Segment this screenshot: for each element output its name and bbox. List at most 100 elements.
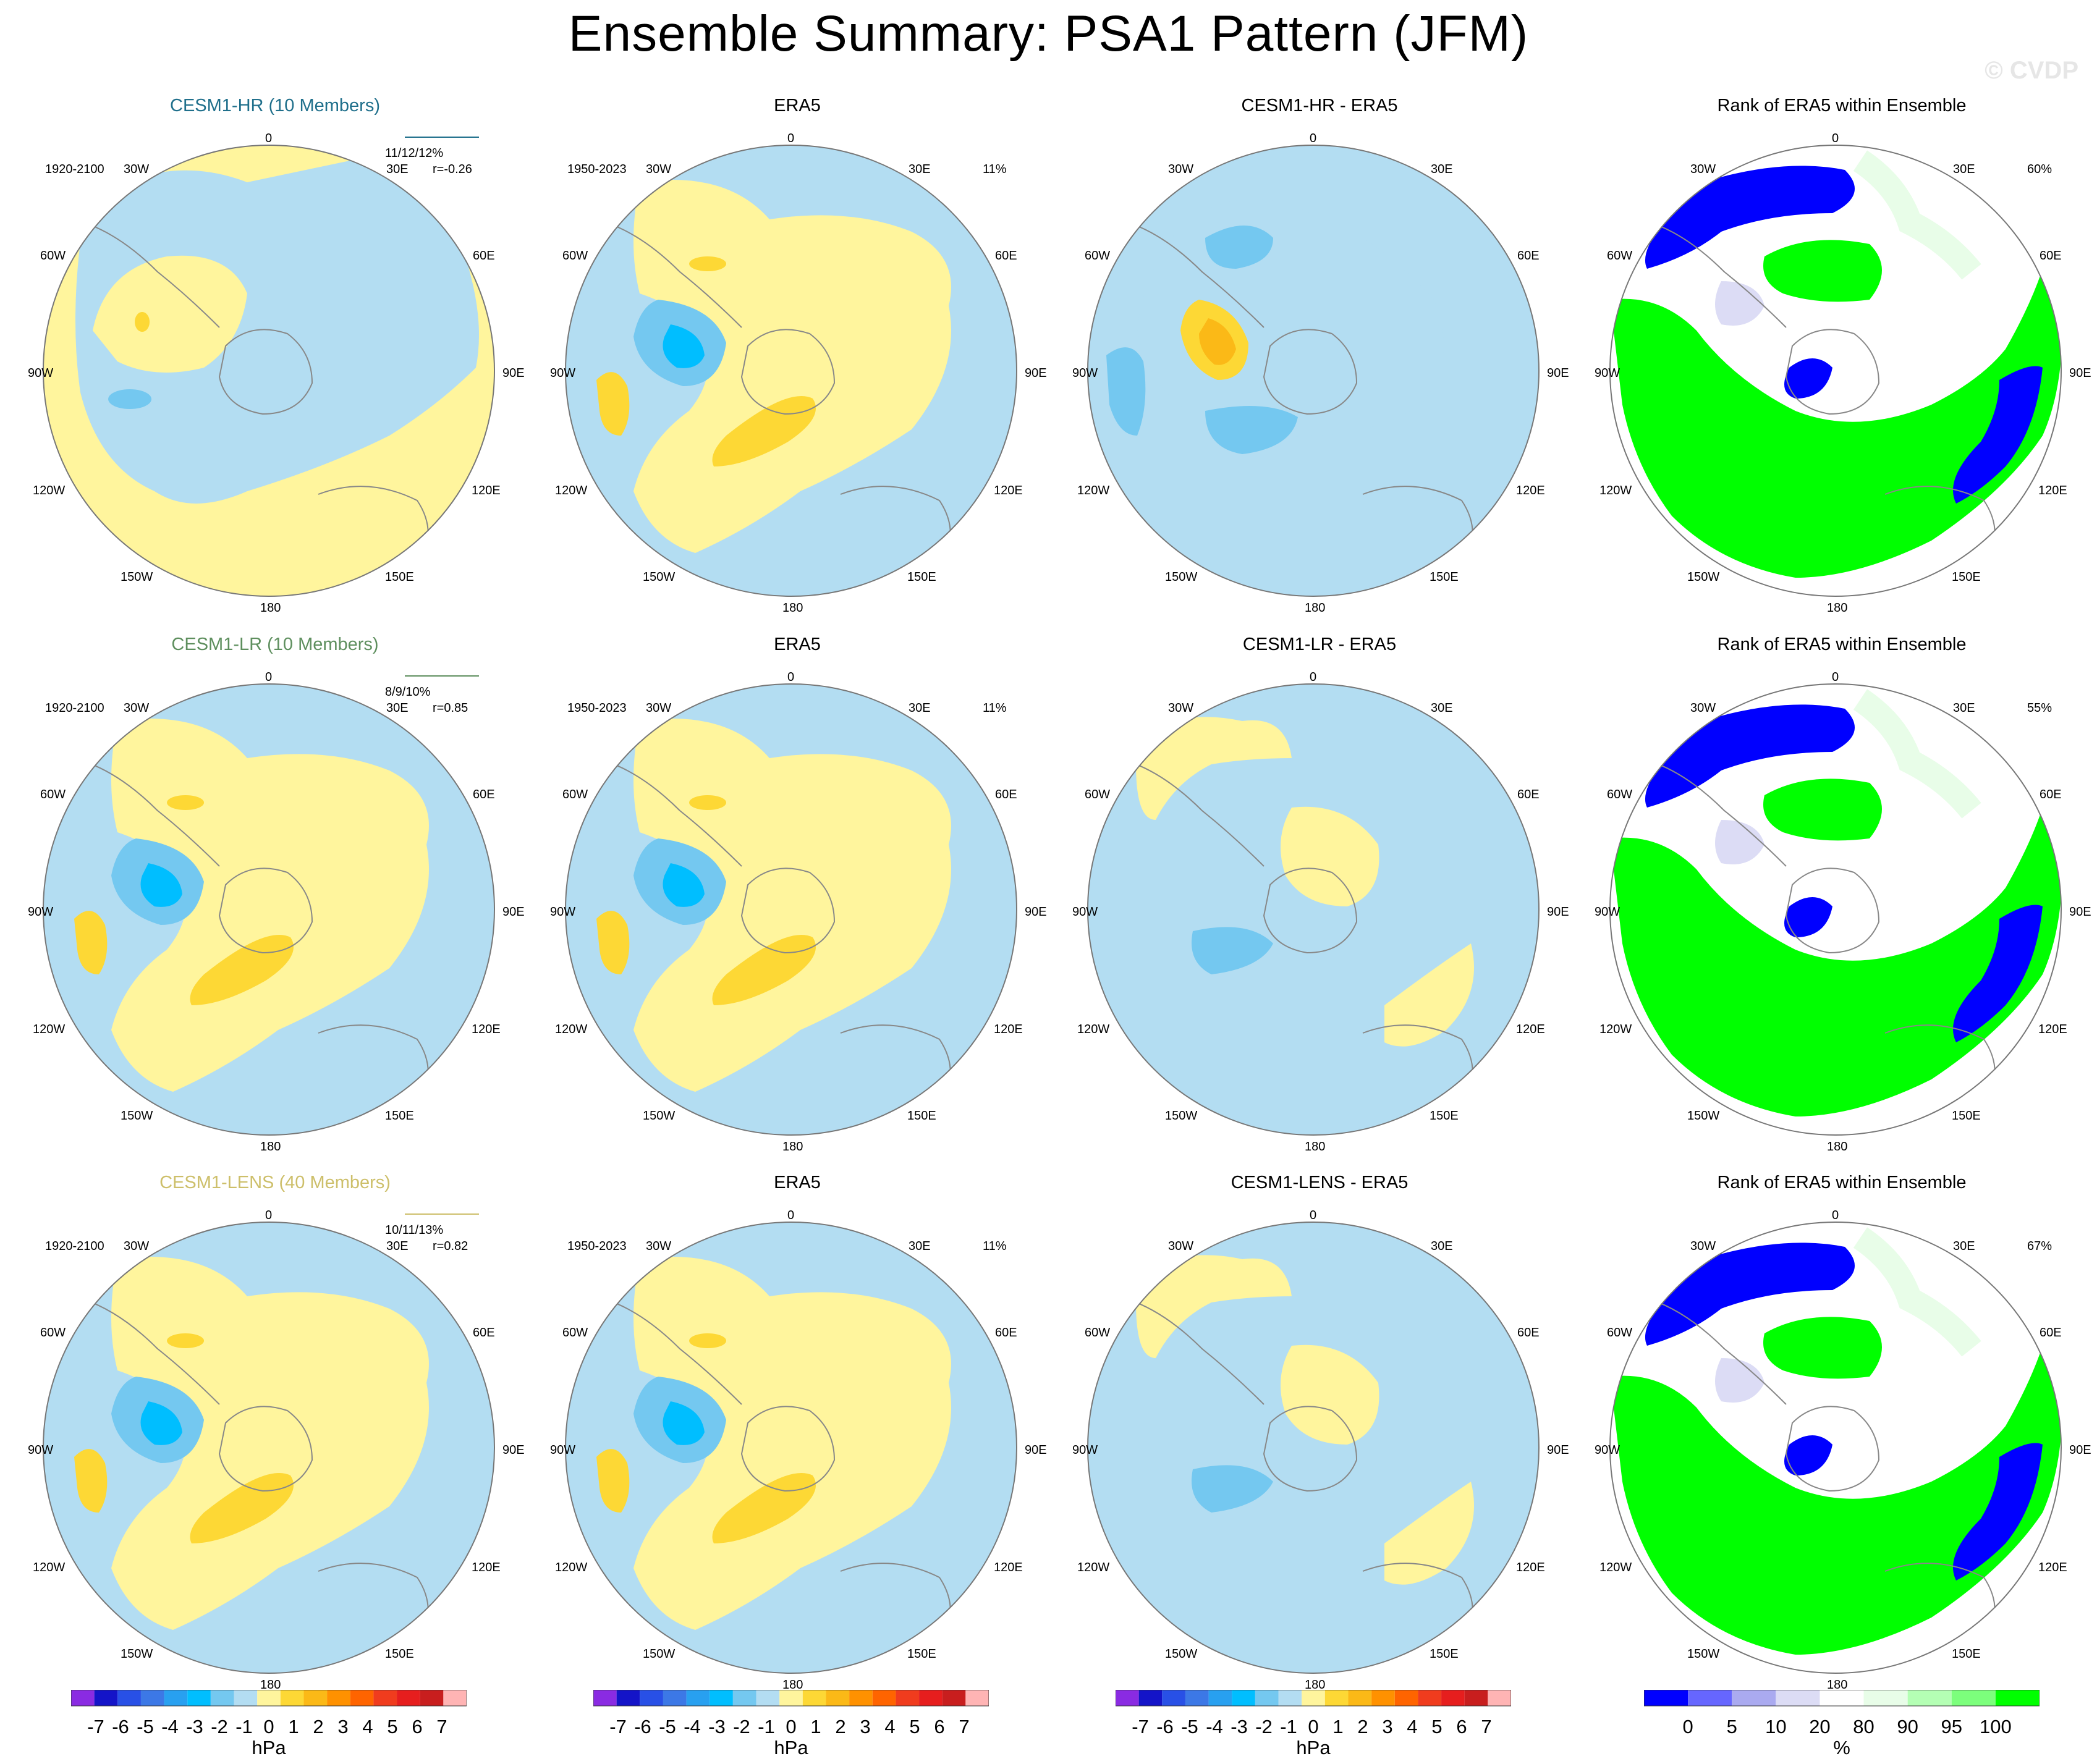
lon-label: 120E <box>994 1561 1023 1574</box>
lon-label: 60E <box>473 249 495 263</box>
colorbar-tick: -1 <box>1280 1716 1297 1737</box>
colorbar-tick: 5 <box>1431 1716 1442 1737</box>
map-2-0 <box>43 1222 495 1674</box>
lon-label: 90E <box>1025 1443 1047 1457</box>
map-2-2 <box>1087 1222 1540 1674</box>
years-label: 1920-2100 <box>45 701 104 715</box>
colorbar-swatch <box>1394 1690 1418 1706</box>
colorbar-swatch <box>350 1690 374 1706</box>
lon-label: 30E <box>1431 701 1453 715</box>
panel-title: ERA5 <box>774 1173 821 1192</box>
variance-pct: 11% <box>983 701 1007 715</box>
lon-label: 150E <box>385 570 414 584</box>
colorbar-swatch <box>117 1690 141 1706</box>
lon-label: 180 <box>782 1678 803 1692</box>
lon-label: 120W <box>33 1561 66 1574</box>
colorbar-tick: 5 <box>1726 1716 1737 1737</box>
colorbar-tick: 10 <box>1765 1716 1787 1737</box>
colorbar-tick: -7 <box>87 1716 104 1737</box>
colorbar-tick: 7 <box>1481 1716 1492 1737</box>
colorbar-pct: 0 5 10 20 80 90 95 100% <box>1644 1690 2040 1764</box>
colorbar-swatch <box>397 1690 420 1706</box>
colorbar-tick: 0 <box>1308 1716 1319 1737</box>
colorbar-swatch <box>710 1690 733 1706</box>
map-0-2 <box>1087 145 1540 597</box>
lon-label: 90E <box>1547 366 1569 380</box>
colorbar-unit: hPa <box>1296 1737 1331 1758</box>
lon-label: 180 <box>1827 1678 1848 1692</box>
colorbar-tick: 0 <box>263 1716 274 1737</box>
lon-label: 120W <box>1077 1023 1110 1036</box>
map-panel: Rank of ERA5 within Ensemble 0 30W 30E 60W 60… <box>1595 635 2091 1166</box>
colorbar-swatch <box>1162 1690 1185 1706</box>
lon-label: 120E <box>472 484 501 497</box>
colorbar-swatch <box>303 1690 328 1706</box>
lon-label: 60E <box>2040 249 2062 263</box>
figure-title: Ensemble Summary: PSA1 Pattern (JFM) <box>568 6 1529 62</box>
watermark: © CVDP <box>1985 57 2078 84</box>
lon-label: 90W <box>1072 366 1098 380</box>
lon-label: 150W <box>643 1647 676 1661</box>
colorbar-swatch <box>616 1690 640 1706</box>
lon-label: 90E <box>502 366 525 380</box>
contour-region <box>1763 1317 1882 1379</box>
lon-label: 120W <box>1077 1561 1110 1574</box>
lon-label: 90W <box>1072 1443 1098 1457</box>
lon-label: 60W <box>1085 249 1111 263</box>
lon-label: 30E <box>909 701 931 715</box>
lon-label: 30E <box>1953 162 1975 176</box>
colorbar-swatch <box>1302 1690 1325 1706</box>
panel-title: CESM1-HR - ERA5 <box>1241 96 1398 116</box>
lon-label: 0 <box>265 670 273 684</box>
contour-region <box>1192 1465 1273 1513</box>
colorbar-tick: 3 <box>337 1716 349 1737</box>
panel-title: CESM1-LR - ERA5 <box>1242 635 1397 654</box>
lon-label: 90W <box>1595 1443 1620 1457</box>
colorbar-swatch <box>919 1690 943 1706</box>
lon-label: 90W <box>28 905 54 919</box>
colorbar-tick: -6 <box>1156 1716 1174 1737</box>
colorbar-tick: -5 <box>659 1716 676 1737</box>
map-panel: Rank of ERA5 within Ensemble 0 30W 30E 60W 60… <box>1595 1173 2091 1704</box>
colorbar-tick: 6 <box>934 1716 945 1737</box>
lon-label: 180 <box>260 1678 281 1692</box>
lon-label: 30W <box>1690 1239 1716 1253</box>
lon-label: 60E <box>2040 1326 2062 1340</box>
member-tick-strip <box>405 659 479 677</box>
lon-label: 150W <box>643 570 676 584</box>
colorbar-swatch <box>826 1690 850 1706</box>
contour-region <box>1953 905 2043 1042</box>
lon-label: 180 <box>260 601 281 615</box>
colorbar-tick: 1 <box>288 1716 299 1737</box>
colorbar-swatch <box>140 1690 164 1706</box>
contour-region <box>1384 1482 1474 1585</box>
panel-title: ERA5 <box>774 96 821 116</box>
colorbar-swatch <box>1732 1690 1776 1706</box>
colorbar-swatch <box>443 1690 467 1706</box>
colorbar-tick: 90 <box>1897 1716 1918 1737</box>
contour-region <box>689 795 727 810</box>
variance-pct: 67% <box>2027 1239 2053 1253</box>
contour-region <box>1715 281 1764 326</box>
lon-label: 60W <box>1085 1326 1111 1340</box>
contour-region <box>140 1401 182 1445</box>
lon-label: 0 <box>787 670 795 684</box>
colorbar-tick: 4 <box>1407 1716 1418 1737</box>
colorbar-tick: -4 <box>1206 1716 1223 1737</box>
contour-region <box>663 863 705 907</box>
colorbar-swatch <box>1951 1690 1996 1706</box>
lon-label: 90E <box>502 1443 525 1457</box>
lon-label: 60W <box>1607 249 1633 263</box>
variance-pct: 11% <box>983 162 1007 176</box>
lon-label: 150E <box>907 570 936 584</box>
contour-region <box>140 863 182 907</box>
colorbar-swatch <box>1255 1690 1279 1706</box>
contour-region <box>93 255 247 373</box>
panel-title: CESM1-LENS - ERA5 <box>1231 1173 1409 1192</box>
lon-label: 30E <box>386 1239 409 1253</box>
lon-label: 120W <box>1077 484 1110 497</box>
map-panel: CESM1-HR (10 Members) 0 30W 30E 60W 60E 90W 90E… <box>28 96 525 627</box>
colorbar-tick: 2 <box>313 1716 324 1737</box>
lon-label: 60E <box>473 788 495 801</box>
variance-pct: 11% <box>983 1239 1007 1253</box>
